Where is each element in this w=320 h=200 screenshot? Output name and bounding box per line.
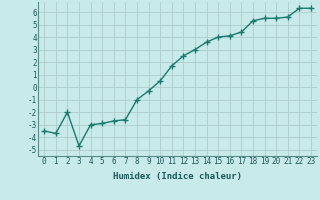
X-axis label: Humidex (Indice chaleur): Humidex (Indice chaleur) bbox=[113, 172, 242, 181]
